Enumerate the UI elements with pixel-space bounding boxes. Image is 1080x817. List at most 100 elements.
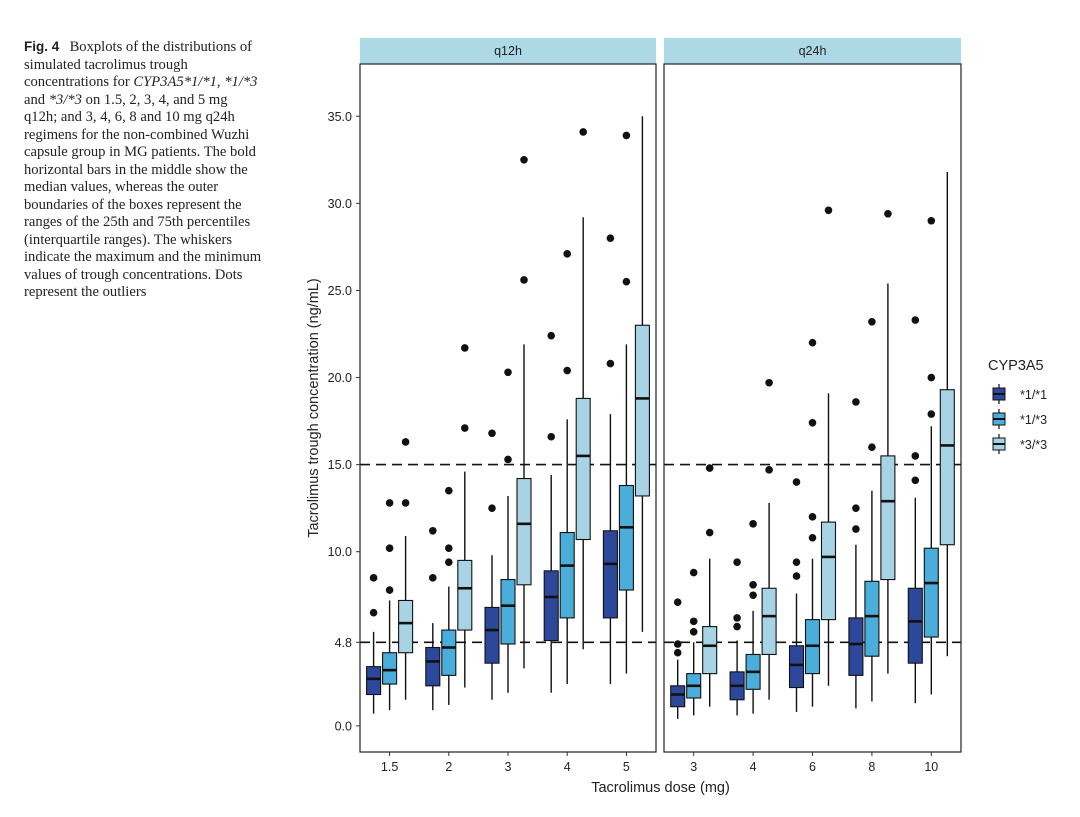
outlier-point bbox=[547, 432, 555, 441]
box bbox=[543, 570, 559, 642]
outlier-point bbox=[824, 206, 833, 215]
x-axis-title: Tacrolimus dose (mg) bbox=[591, 780, 730, 796]
y-axis-title: Tacrolimus trough concentration (ng/mL) bbox=[306, 278, 322, 538]
outlier-point bbox=[369, 574, 378, 582]
outlier-point bbox=[733, 558, 741, 566]
box bbox=[670, 685, 686, 708]
y-tick-label: 35.0 bbox=[328, 110, 352, 124]
legend-label: *3/*3 bbox=[1020, 438, 1047, 452]
box bbox=[559, 531, 575, 619]
y-tick-label: 4.8 bbox=[335, 636, 352, 650]
outlier-point bbox=[749, 520, 757, 528]
outlier-point bbox=[733, 614, 741, 622]
figure-label: Fig. 4 bbox=[24, 39, 60, 54]
box bbox=[634, 324, 650, 497]
caption-text-2: and bbox=[24, 91, 46, 108]
box bbox=[820, 521, 837, 621]
box bbox=[516, 477, 532, 586]
outlier-point bbox=[563, 250, 571, 258]
x-tick-label: 5 bbox=[623, 760, 630, 774]
y-tick-label: 25.0 bbox=[328, 284, 352, 298]
caption-genotypes: CYP3A5*1/*1, *1/*3 bbox=[133, 74, 258, 90]
outlier-point bbox=[401, 499, 410, 507]
panel-strip bbox=[360, 38, 656, 64]
outlier-point bbox=[884, 209, 892, 218]
outlier-point bbox=[606, 359, 615, 368]
outlier-point bbox=[461, 424, 469, 432]
outlier-point bbox=[927, 216, 936, 225]
outlier-point bbox=[504, 368, 512, 377]
outlier-point bbox=[705, 528, 714, 537]
y-tick-label: 30.0 bbox=[328, 197, 352, 211]
outlier-point bbox=[911, 476, 920, 485]
outlier-point bbox=[749, 591, 757, 600]
outlier-point bbox=[689, 617, 698, 626]
x-tick-label: 6 bbox=[809, 760, 816, 774]
outlier-point bbox=[622, 277, 631, 286]
outlier-point bbox=[852, 504, 860, 512]
outlier-point bbox=[445, 544, 453, 553]
box bbox=[602, 530, 618, 619]
outlier-point bbox=[547, 331, 555, 340]
outlier-point bbox=[429, 526, 437, 535]
box bbox=[923, 547, 939, 638]
x-tick-label: 4 bbox=[564, 760, 571, 774]
outlier-point bbox=[911, 452, 920, 460]
outlier-point bbox=[808, 513, 817, 521]
figure-caption: Fig. 4 Boxplots of the distributions of … bbox=[24, 38, 264, 302]
box bbox=[702, 626, 718, 675]
y-tick-label: 15.0 bbox=[328, 458, 352, 472]
outlier-point bbox=[911, 316, 920, 324]
outlier-point bbox=[606, 234, 615, 242]
outlier-point bbox=[504, 455, 512, 464]
outlier-point bbox=[705, 464, 714, 472]
outlier-point bbox=[385, 499, 394, 507]
box bbox=[618, 484, 634, 591]
box bbox=[382, 652, 398, 685]
outlier-point bbox=[852, 525, 860, 533]
box bbox=[848, 617, 864, 676]
y-tick-label: 10.0 bbox=[328, 545, 352, 559]
box bbox=[500, 579, 516, 645]
box bbox=[575, 397, 591, 541]
box bbox=[939, 389, 955, 546]
x-tick-label: 10 bbox=[924, 760, 938, 774]
outlier-point bbox=[868, 443, 876, 451]
x-tick-label: 3 bbox=[690, 760, 697, 774]
outlier-point bbox=[385, 544, 394, 553]
x-tick-label: 8 bbox=[868, 760, 875, 774]
outlier-point bbox=[733, 622, 741, 631]
outlier-point bbox=[808, 419, 817, 427]
outlier-point bbox=[868, 317, 876, 326]
outlier-point bbox=[808, 533, 817, 542]
outlier-point bbox=[765, 466, 773, 474]
box bbox=[366, 666, 382, 696]
outlier-point bbox=[622, 131, 631, 140]
legend-label: *1/*3 bbox=[1020, 413, 1047, 427]
caption-text-3: on 1.5, 2, 3, 4, and 5 mg q12h; and 3, 4… bbox=[24, 91, 262, 301]
panel-title: q24h bbox=[799, 44, 827, 58]
outlier-point bbox=[369, 608, 378, 617]
box bbox=[398, 599, 414, 654]
panel-border bbox=[359, 63, 657, 753]
outlier-point bbox=[520, 276, 528, 284]
box bbox=[788, 645, 805, 689]
caption-genotype-last: *3/*3 bbox=[48, 91, 82, 108]
outlier-point bbox=[488, 429, 496, 438]
outlier-point bbox=[520, 155, 528, 164]
outlier-point bbox=[792, 572, 801, 580]
outlier-point bbox=[927, 373, 936, 382]
panel-title: q12h bbox=[494, 44, 522, 58]
box bbox=[907, 587, 923, 664]
box bbox=[761, 587, 777, 656]
panel-strip bbox=[664, 38, 961, 64]
x-tick-label: 3 bbox=[505, 760, 512, 774]
box bbox=[425, 646, 441, 687]
outlier-point bbox=[429, 574, 437, 582]
outlier-point bbox=[808, 338, 817, 347]
box bbox=[441, 629, 457, 676]
caption-text-1: Boxplots of the distributions of simulat… bbox=[24, 39, 252, 90]
outlier-point bbox=[401, 438, 410, 446]
outlier-point bbox=[792, 478, 801, 486]
